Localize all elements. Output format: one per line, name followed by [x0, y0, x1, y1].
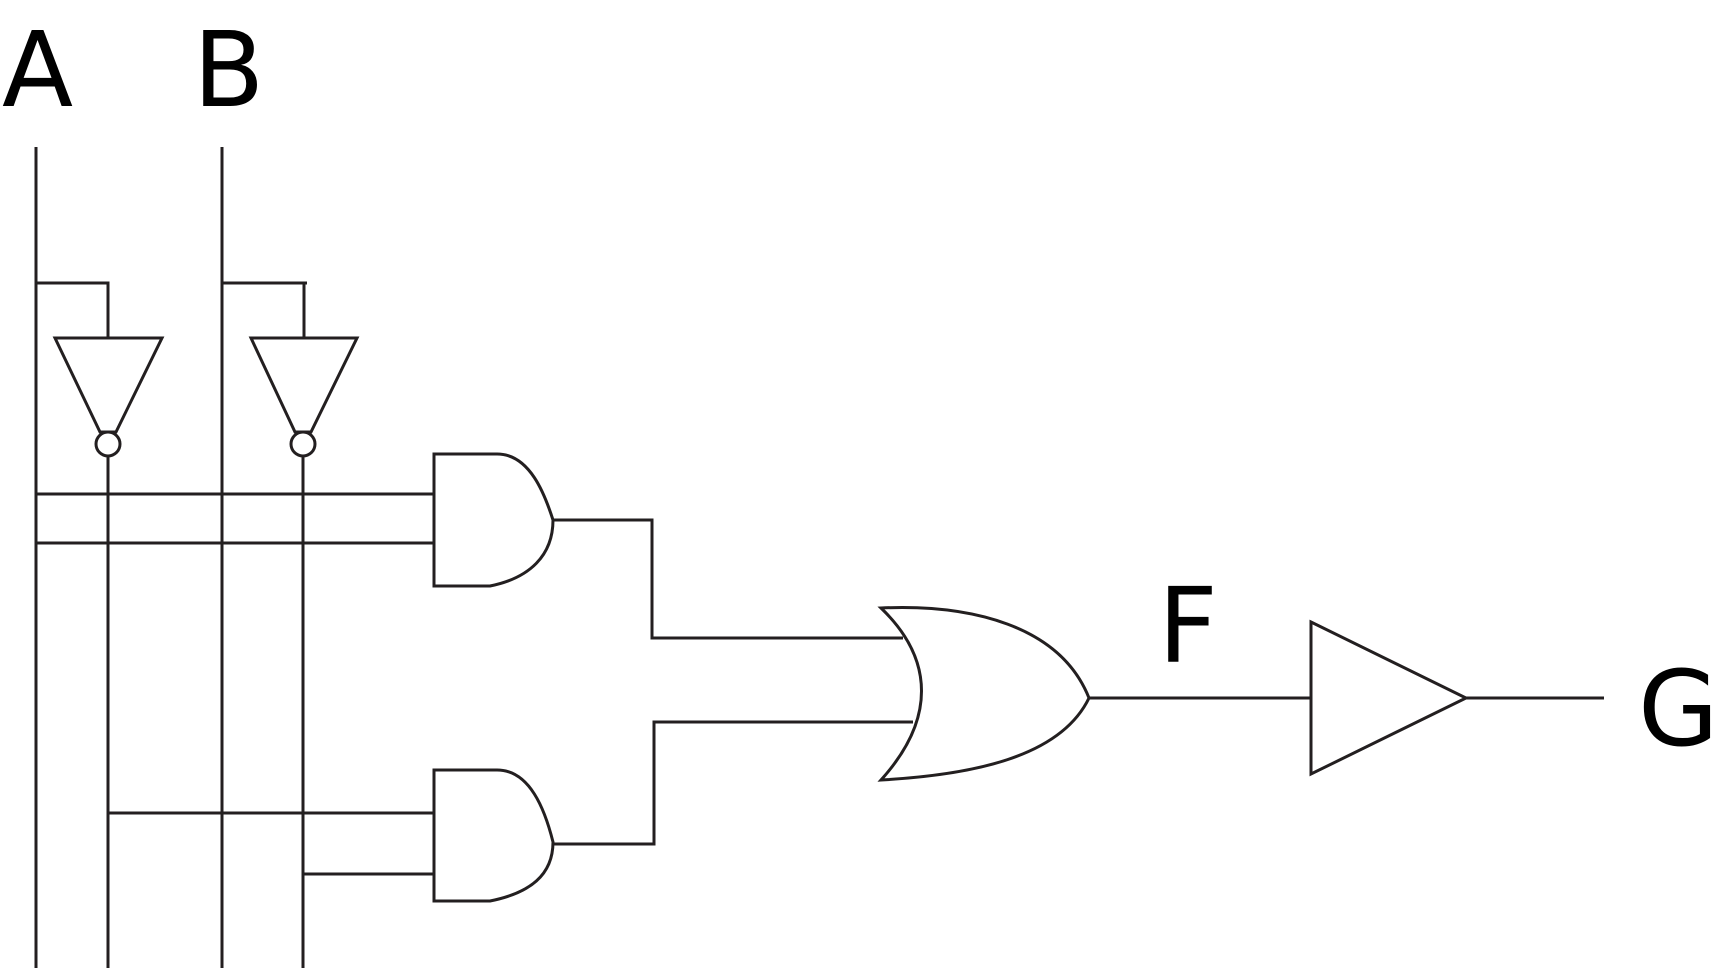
wire-and1-to-or: [553, 518, 903, 640]
output-label-f: F: [1158, 565, 1218, 687]
wire-and2-to-or: [553, 720, 913, 846]
and-gate-upper: [432, 452, 555, 588]
not-gate-a-bubble: [94, 430, 122, 458]
and-gate-lower: [432, 768, 555, 903]
output-label-g: G: [1638, 648, 1719, 770]
wire-a-to-not: [36, 281, 110, 338]
input-label-a: A: [2, 9, 73, 131]
input-label-b: B: [193, 9, 264, 131]
not-gate-b: [248, 336, 360, 434]
not-gate-a: [52, 336, 165, 434]
buffer-gate: [1309, 619, 1470, 777]
not-gate-b-bubble: [289, 430, 317, 458]
or-gate: [877, 606, 1091, 782]
